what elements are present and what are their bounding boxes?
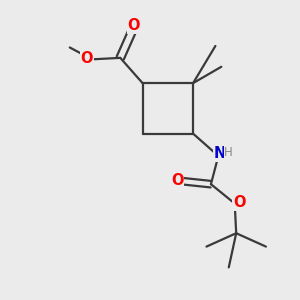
- Text: H: H: [224, 146, 233, 160]
- Text: O: O: [80, 51, 93, 66]
- Text: O: O: [233, 195, 246, 210]
- Text: N: N: [213, 146, 226, 161]
- Text: O: O: [128, 18, 140, 33]
- Text: O: O: [171, 172, 184, 188]
